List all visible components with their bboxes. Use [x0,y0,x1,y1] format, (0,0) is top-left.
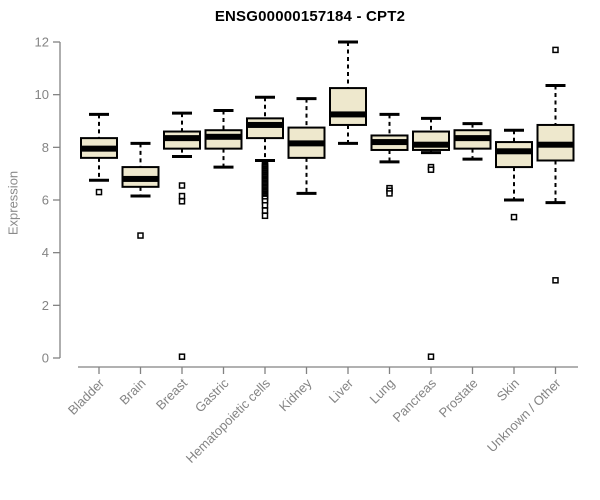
outlier-breast [178,182,186,189]
outlier-pancreas [427,166,435,173]
x-tick-label-liver: Liver [326,375,357,406]
outlier-unknown-other [552,46,559,54]
box-hematopoietic-cells [246,117,284,140]
median-skin [496,148,532,155]
median-hematopoietic-cells [247,121,283,128]
outlier-pancreas [427,353,435,360]
x-tick-label-brain: Brain [117,376,149,408]
median-gastric [205,133,242,140]
outlier-lung [386,190,393,197]
median-prostate [454,135,491,142]
median-lung [371,139,408,146]
outlier-skin [510,213,518,221]
x-tick-label-unknown-other: Unknown / Other [484,375,564,455]
y-tick-label: 12 [35,35,49,50]
median-kidney [288,140,325,147]
outlier-brain [137,232,144,239]
x-tick-label-bladder: Bladder [65,375,108,418]
x-tick-label-gastric: Gastric [192,375,232,415]
outlier-hematopoietic-cells [261,202,269,209]
median-unknown-other [537,141,574,148]
x-tick-label-lung: Lung [367,376,398,407]
outlier-breast [178,192,186,200]
y-tick-label: 10 [35,87,49,102]
x-tick-label-pancreas: Pancreas [390,375,440,425]
x-tick-label-kidney: Kidney [276,375,315,414]
median-brain [122,175,159,182]
y-tick-label: 2 [42,298,49,313]
outlier-breast [178,353,186,360]
median-liver [330,111,366,118]
x-tick-label-breast: Breast [153,375,190,412]
outlier-unknown-other [552,277,559,284]
outlier-hematopoietic-cells [261,207,269,214]
median-breast [164,135,200,142]
outlier-breast [178,198,186,205]
y-tick-label: 6 [42,193,49,208]
x-tick-label-prostate: Prostate [436,376,481,421]
box-skin [495,141,533,169]
x-tick-label-skin: Skin [494,376,522,404]
median-bladder [81,145,117,152]
y-tick-label: 8 [42,140,49,155]
box-liver [329,87,367,126]
y-tick-label: 0 [42,351,49,366]
y-tick-label: 4 [42,245,49,260]
outlier-bladder [95,188,103,196]
outlier-hematopoietic-cells [261,212,269,220]
chart-title: ENSG00000157184 - CPT2 [214,8,406,25]
median-pancreas [413,141,449,148]
